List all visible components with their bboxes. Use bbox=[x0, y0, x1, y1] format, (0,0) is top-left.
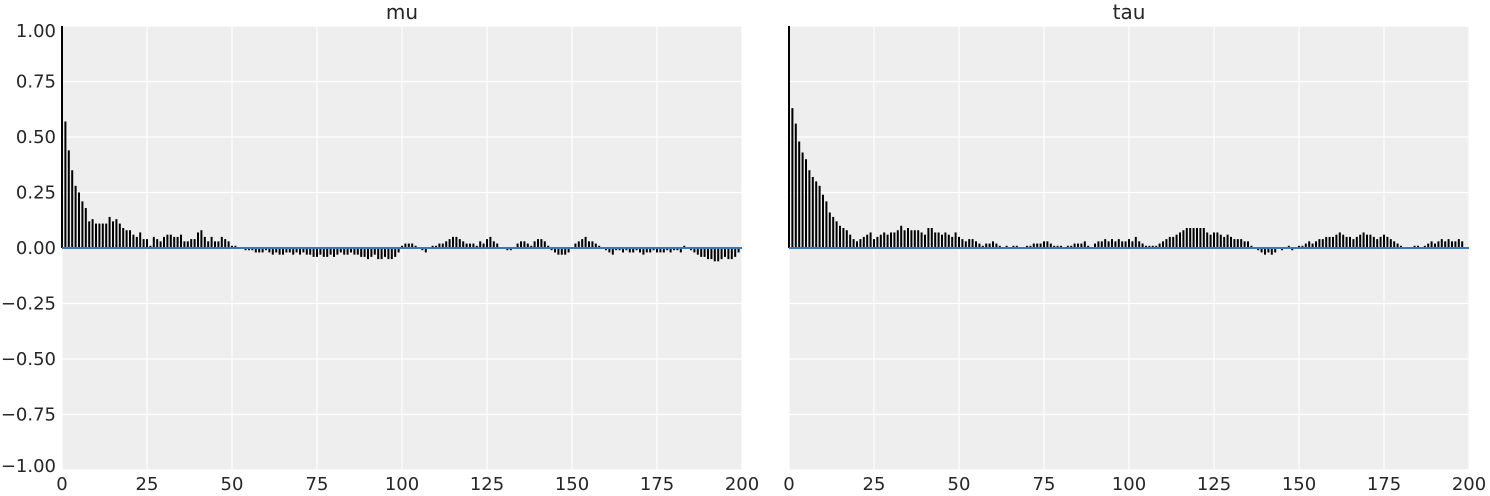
x-tick-label: 125 bbox=[1197, 474, 1231, 495]
y-tick-label: −0.50 bbox=[1, 349, 56, 370]
y-tick-label: 0.25 bbox=[16, 183, 56, 204]
x-tick-label: 100 bbox=[1112, 474, 1146, 495]
x-tick-label: 25 bbox=[136, 474, 159, 495]
y-tick-label: 0.75 bbox=[16, 72, 56, 93]
x-tick-label: 50 bbox=[221, 474, 244, 495]
y-tick-label: 0.50 bbox=[16, 127, 56, 148]
y-tick-label: 1.00 bbox=[16, 21, 56, 42]
x-tick-label: 0 bbox=[56, 474, 67, 495]
x-tick-label: 0 bbox=[783, 474, 794, 495]
panel-mu: mu 0 25 50 75 100 125 150 175 200 1.00 0.75 0.50 0.25… bbox=[1, 0, 759, 495]
y-tick-label: −0.75 bbox=[1, 405, 56, 426]
x-tick-label: 175 bbox=[640, 474, 674, 495]
panel-tau: tau 0 25 50 75 100 125 150 175 200 bbox=[783, 0, 1486, 495]
x-tick-label: 75 bbox=[1033, 474, 1056, 495]
panel-title: mu bbox=[386, 0, 418, 24]
y-tick-label: 0.00 bbox=[16, 238, 56, 259]
x-tick-label: 125 bbox=[470, 474, 504, 495]
x-tick-label: 175 bbox=[1367, 474, 1401, 495]
y-tick-label: −1.00 bbox=[1, 456, 56, 477]
panel-title: tau bbox=[1113, 0, 1146, 24]
x-tick-label: 25 bbox=[863, 474, 886, 495]
x-tick-label: 200 bbox=[1452, 474, 1486, 495]
x-tick-label: 150 bbox=[555, 474, 589, 495]
x-tick-label: 200 bbox=[725, 474, 759, 495]
y-tick-label: −0.25 bbox=[1, 294, 56, 315]
x-tick-label: 100 bbox=[385, 474, 419, 495]
x-tick-label: 75 bbox=[306, 474, 329, 495]
x-tick-label: 50 bbox=[948, 474, 971, 495]
x-tick-label: 150 bbox=[1282, 474, 1316, 495]
